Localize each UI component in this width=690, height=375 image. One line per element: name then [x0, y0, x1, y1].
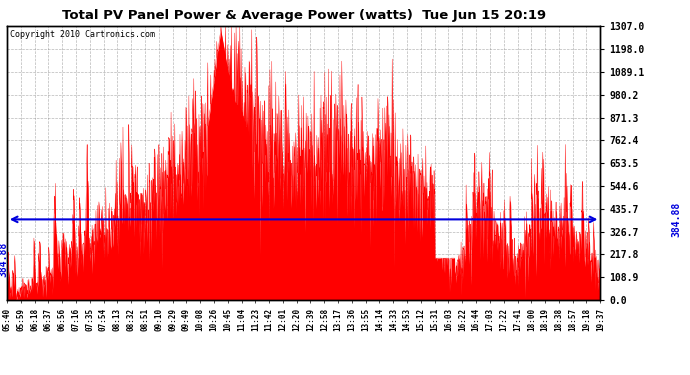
Text: 384.88: 384.88 — [0, 202, 1, 237]
Text: Total PV Panel Power & Average Power (watts)  Tue Jun 15 20:19: Total PV Panel Power & Average Power (wa… — [61, 9, 546, 22]
Text: 384.88: 384.88 — [0, 242, 8, 278]
Text: 384.88: 384.88 — [671, 202, 682, 237]
Text: Copyright 2010 Cartronics.com: Copyright 2010 Cartronics.com — [10, 30, 155, 39]
